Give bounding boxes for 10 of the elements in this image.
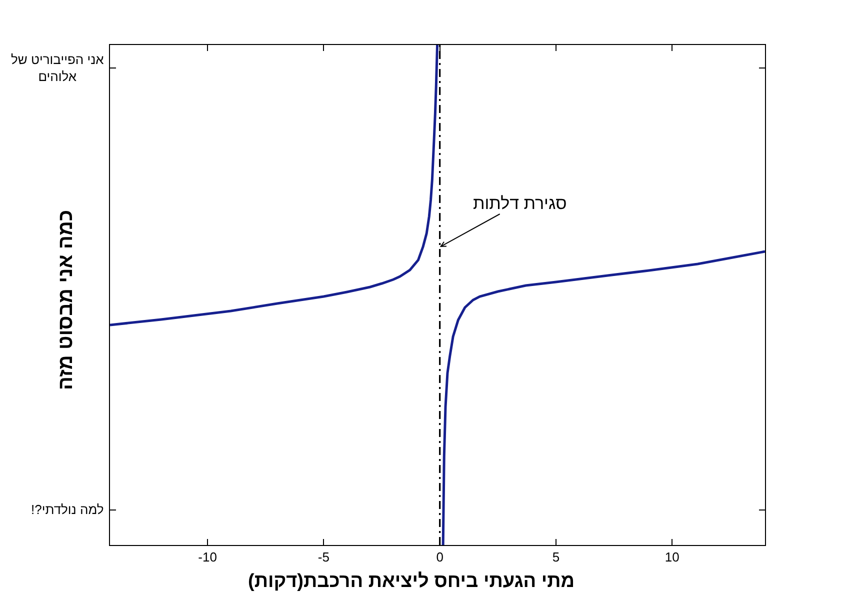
- y-axis-title: כמה אני מבסוט מזה: [55, 210, 77, 390]
- x-tick-label: 5: [552, 550, 560, 565]
- annotation: סגירת דלתות: [473, 194, 567, 213]
- text: למה נולדתי?!: [31, 502, 104, 517]
- x-tick-label: 0: [436, 550, 444, 565]
- x-axis-title: מתי הגעתי ביחס ליציאת הרכבת(דקות): [248, 571, 575, 592]
- x-tick-label: -10: [198, 550, 217, 565]
- x-tick-label: -5: [318, 550, 330, 565]
- x-tick-label: 10: [664, 550, 680, 565]
- text: אני הפייבוריט של אלוהים: [11, 52, 104, 84]
